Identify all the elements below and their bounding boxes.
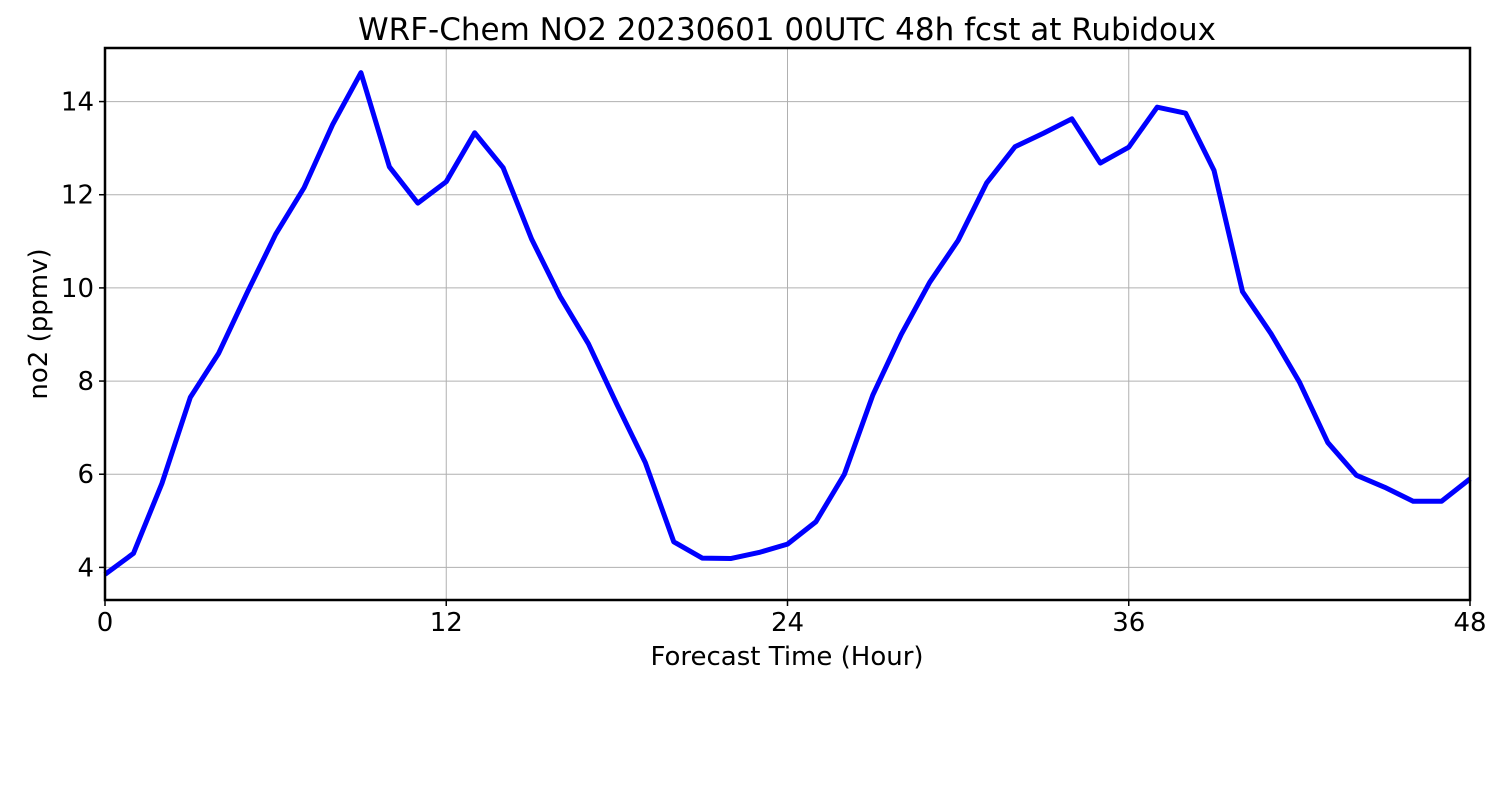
x-tick-label: 0 xyxy=(97,608,114,638)
y-tick-label: 8 xyxy=(77,367,94,397)
chart-title: WRF-Chem NO2 20230601 00UTC 48h fcst at … xyxy=(358,12,1216,48)
no2-series-line xyxy=(103,70,1472,577)
x-tick-label: 36 xyxy=(1112,608,1145,638)
series-layer xyxy=(103,70,1472,577)
x-tick-label: 24 xyxy=(771,608,804,638)
x-axis-label: Forecast Time (Hour) xyxy=(650,642,923,672)
y-axis-label: no2 (ppmv) xyxy=(24,248,54,399)
y-tick-label: 10 xyxy=(61,274,94,304)
y-tick-label: 14 xyxy=(61,88,94,118)
axis-ticks: 0 12 24 36 48 4 6 8 10 12 14 xyxy=(61,88,1487,638)
y-tick-label: 6 xyxy=(77,460,94,490)
x-tick-label: 48 xyxy=(1453,608,1486,638)
y-tick-label: 4 xyxy=(77,553,94,583)
x-tick-label: 12 xyxy=(430,608,463,638)
y-tick-label: 12 xyxy=(61,181,94,211)
